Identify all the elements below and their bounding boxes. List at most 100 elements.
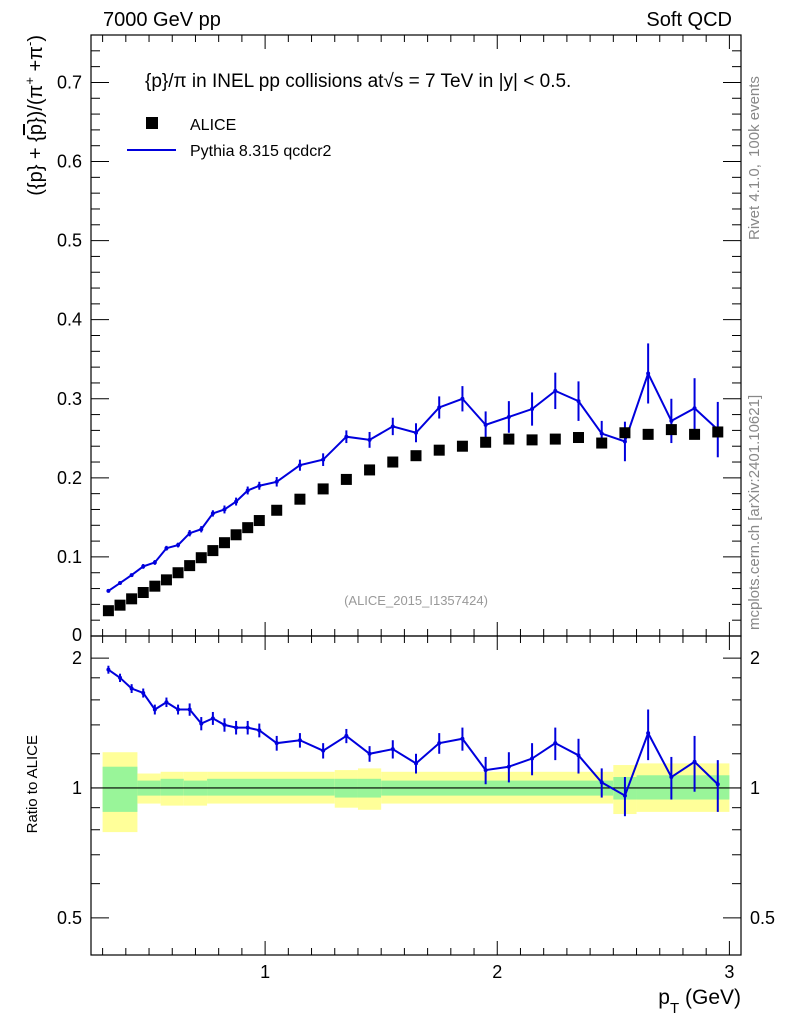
pythia-point xyxy=(118,581,123,586)
ratio-point xyxy=(646,731,651,736)
pythia-point xyxy=(274,479,279,484)
main-frame xyxy=(90,34,742,637)
alice-point xyxy=(433,444,445,456)
pythia-point xyxy=(106,588,111,593)
ratio-point xyxy=(692,759,697,764)
main-y-tick-label: 0.3 xyxy=(57,389,82,409)
ratio-y-tick-label-left: 0.5 xyxy=(57,908,82,928)
alice-point xyxy=(317,483,329,495)
pythia-point xyxy=(222,507,227,512)
main-y-tick-label: 0.2 xyxy=(57,468,82,488)
ratio-point xyxy=(390,747,395,752)
alice-point xyxy=(126,593,138,605)
ratio-point xyxy=(129,686,134,691)
ratio-point xyxy=(234,725,239,730)
ratio-point xyxy=(152,707,157,712)
ratio-y-tick-label-left: 1 xyxy=(72,778,82,798)
ratio-point xyxy=(118,675,123,680)
ratio-point xyxy=(715,782,720,787)
pythia-point xyxy=(176,543,181,548)
pythia-point xyxy=(692,406,697,411)
alice-point xyxy=(573,432,584,444)
legend-alice-marker xyxy=(146,117,158,129)
pythia-point xyxy=(199,527,204,532)
alice-point xyxy=(665,424,677,436)
alice-point xyxy=(102,605,114,617)
alice-point xyxy=(218,537,230,549)
ratio-point xyxy=(553,741,558,746)
header-process-label: Soft QCD xyxy=(646,9,732,31)
pythia-point xyxy=(599,431,604,436)
header-energy-label: 7000 GeV pp xyxy=(103,9,221,31)
pythia-point xyxy=(321,457,326,462)
alice-point xyxy=(195,552,207,564)
alice-point xyxy=(503,433,515,445)
ratio-point xyxy=(245,725,250,730)
ratio-data-marks xyxy=(106,665,720,817)
ratio-point xyxy=(141,690,146,695)
alice-point xyxy=(230,529,242,541)
alice-point xyxy=(184,560,196,572)
alice-point xyxy=(619,427,631,439)
pythia-point xyxy=(506,414,511,419)
ratio-frame xyxy=(90,635,742,956)
pythia-point xyxy=(297,463,302,468)
main-y-tick-label: 0.5 xyxy=(57,231,82,251)
pythia-point xyxy=(414,430,418,435)
ratio-point xyxy=(599,780,604,785)
alice-point xyxy=(456,440,468,452)
alice-point xyxy=(253,515,265,527)
pythia-point xyxy=(437,405,442,410)
analysis-id-watermark: (ALICE_2015_I1357424) xyxy=(344,593,488,608)
alice-point xyxy=(160,574,172,586)
ratio-point xyxy=(106,667,111,672)
pythia-point xyxy=(129,573,134,578)
alice-point xyxy=(689,428,701,440)
pythia-point xyxy=(187,531,192,536)
ratio-point xyxy=(506,764,511,769)
ratio-pythia-line xyxy=(107,668,719,798)
main-y-tick-label: 0.6 xyxy=(57,152,82,172)
x-tick-label: 2 xyxy=(492,962,502,982)
pythia-point xyxy=(141,564,146,569)
ratio-point xyxy=(321,748,326,753)
pythia-point xyxy=(210,511,215,516)
pythia-point xyxy=(622,439,627,444)
ratio-y-tick-label-right: 0.5 xyxy=(750,908,775,928)
alice-point xyxy=(137,587,149,599)
ratio-band-inner-4 xyxy=(207,778,335,796)
ratio-y-tick-label-right: 1 xyxy=(750,778,760,798)
alice-point xyxy=(480,436,492,448)
alice-point xyxy=(387,456,399,468)
ratio-point xyxy=(669,775,674,780)
ratio-point xyxy=(199,721,204,726)
ratio-point xyxy=(483,768,488,773)
pythia-point xyxy=(390,424,395,429)
alice-point xyxy=(364,464,376,476)
ratio-point xyxy=(437,741,442,746)
alice-point xyxy=(549,433,561,445)
pythia-point xyxy=(257,483,262,488)
pythia-point xyxy=(460,396,465,401)
alice-point xyxy=(596,437,608,449)
alice-point xyxy=(642,428,654,440)
ratio-point xyxy=(460,736,465,741)
ratio-point xyxy=(176,707,181,712)
ratio-axis-ticks: 1 2 3 0.5 0.5 1 1 2 2 xyxy=(57,636,775,982)
main-axis-ticks: 0.1 0.2 0.3 0.4 0.5 0.6 0.7 xyxy=(57,35,741,637)
alice-point xyxy=(712,426,724,438)
x-tick-label: 1 xyxy=(260,962,270,982)
ratio-point xyxy=(164,700,169,705)
alice-point xyxy=(410,450,422,462)
alice-point xyxy=(340,473,352,485)
ratio-band-inner-2 xyxy=(160,778,184,796)
pythia-point xyxy=(152,560,157,565)
pythia-point xyxy=(646,371,651,376)
ratio-band-inner-0 xyxy=(102,766,138,812)
pythia-point xyxy=(234,499,239,504)
ratio-y-tick-label-right: 2 xyxy=(750,648,760,668)
alice-point xyxy=(294,493,306,505)
alice-point xyxy=(271,504,283,516)
legend-alice-label: ALICE xyxy=(190,117,236,134)
